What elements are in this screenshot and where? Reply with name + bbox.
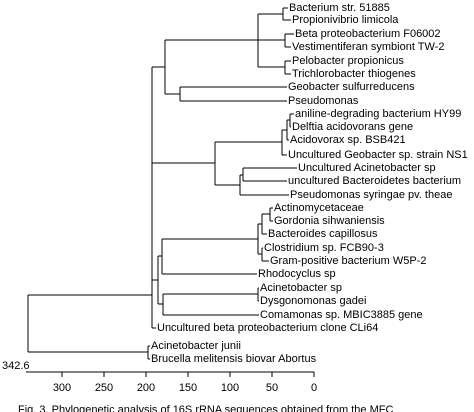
leaf-label: Acidovorax sp. BSB421 <box>290 134 406 146</box>
scale-label: 342.6 <box>2 360 30 372</box>
tick-label: 250 <box>95 382 113 394</box>
leaf-label: Brucella melitensis biovar Abortus <box>151 353 317 365</box>
leaf-label: Actinomycetaceae <box>274 202 364 214</box>
leaf-label: Bacterium str. 51885 <box>289 2 390 14</box>
branches <box>27 7 297 360</box>
leaf-label: Vestimentiferan symbiont TW-2 <box>292 41 444 53</box>
caption: Fig. 3. Phylogenetic analysis of 16S rRN… <box>18 404 393 412</box>
tick-label: 150 <box>179 382 197 394</box>
tick-label: 300 <box>53 382 71 394</box>
tree-branches <box>27 7 297 360</box>
leaf-label: Comamonas sp. MBIC3885 gene <box>260 309 423 321</box>
leaf-label: Uncultured Geobacter sp. strain NS1 <box>288 149 468 161</box>
leaf-label: Uncultured beta proteobacterium clone CL… <box>157 322 378 334</box>
leaf-label: Gordonia sihwaniensis <box>274 215 385 227</box>
leaf-label: Pseudomonas <box>288 95 359 107</box>
leaf-label: Pelobacter propionicus <box>292 55 404 67</box>
tick-label: 50 <box>266 382 278 394</box>
leaf-label: uncultured Bacteroidetes bacterium <box>288 175 461 187</box>
axis-ticks: 300 250 200 150 100 50 0 <box>53 372 317 394</box>
leaf-label: Dysgonomonas gadei <box>260 295 366 307</box>
leaf-label: Acinetobacter sp <box>260 282 342 294</box>
leaf-label: Trichlorobacter thiogenes <box>292 68 416 80</box>
leaf-label: Propionivibrio limicola <box>292 14 399 26</box>
leaf-label: Beta proteobacterium F06002 <box>295 28 441 40</box>
tick-label: 0 <box>311 382 317 394</box>
tick-label: 200 <box>137 382 155 394</box>
leaf-label: Rhodocyclus sp <box>258 268 336 280</box>
leaf-label: Bacteroides capillosus <box>268 228 378 240</box>
leaf-label: Clostridium sp. FCB90-3 <box>264 242 384 254</box>
leaf-label: aniline-degrading bacterium HY99 <box>295 108 461 120</box>
leaf-label: Uncultured Acinetobacter sp <box>298 162 436 174</box>
leaf-label: Pseudomonas syringae pv. theae <box>290 189 452 201</box>
leaf-label: Gram-positive bacterium W5P-2 <box>270 255 427 267</box>
tick-label: 100 <box>221 382 239 394</box>
leaf-label: Acinetobacter junii <box>151 340 241 352</box>
leaf-label: Geobacter sulfurreducens <box>288 81 415 93</box>
leaf-label: Delftia acidovorans gene <box>292 121 413 133</box>
